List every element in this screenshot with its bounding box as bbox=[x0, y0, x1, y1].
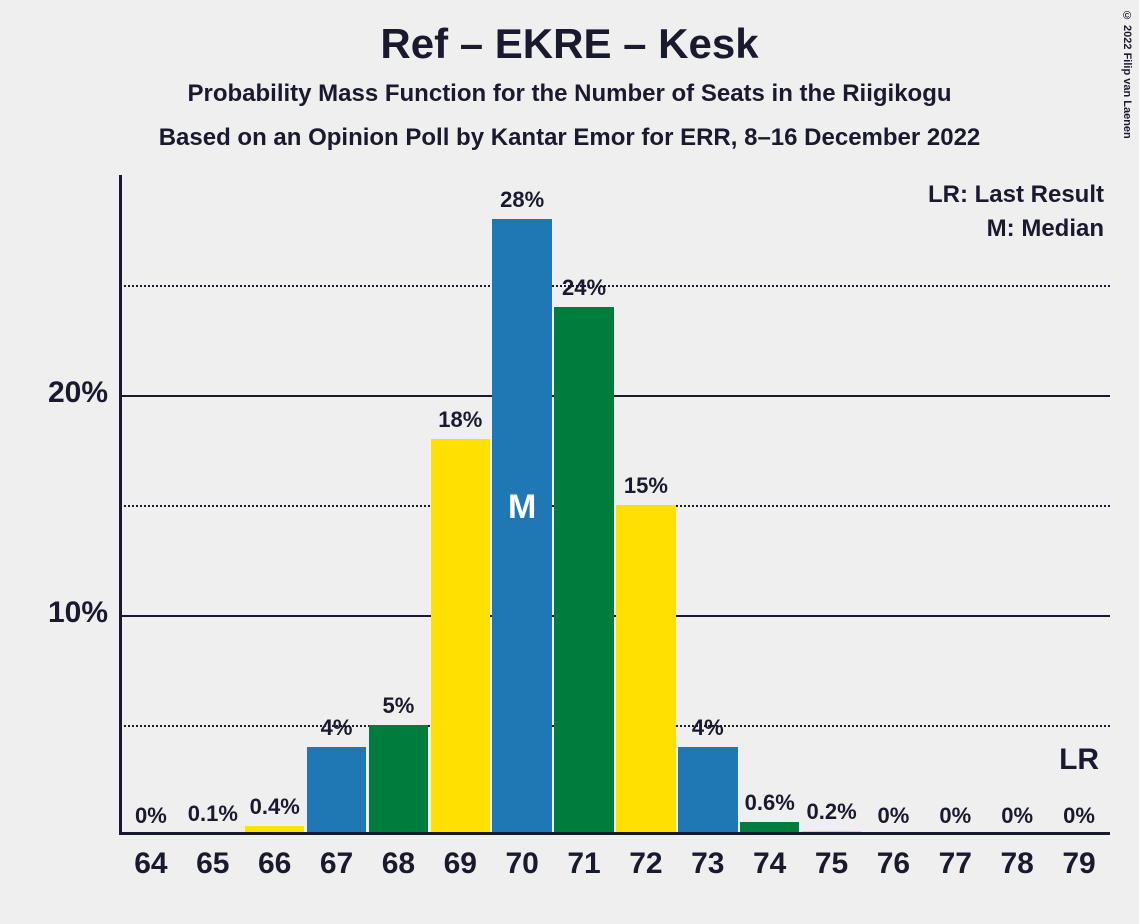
x-tick-label: 76 bbox=[863, 847, 925, 881]
chart-subtitle-1: Probability Mass Function for the Number… bbox=[0, 80, 1139, 108]
y-tick-label: 10% bbox=[18, 596, 108, 630]
x-tick-label: 69 bbox=[429, 847, 491, 881]
chart-subtitle-2: Based on an Opinion Poll by Kantar Emor … bbox=[0, 124, 1139, 152]
pmf-bar-chart: 10%20%0%640.1%650.4%664%675%6818%6928%70… bbox=[120, 175, 1110, 835]
gridline-major bbox=[120, 615, 1110, 617]
x-tick-label: 78 bbox=[986, 847, 1048, 881]
bar bbox=[492, 219, 551, 835]
x-tick-label: 74 bbox=[739, 847, 801, 881]
x-tick-label: 64 bbox=[120, 847, 182, 881]
x-tick-label: 75 bbox=[801, 847, 863, 881]
bar bbox=[369, 725, 428, 835]
x-tick-label: 68 bbox=[368, 847, 430, 881]
bar-value-label: 0% bbox=[1042, 803, 1116, 829]
bar bbox=[678, 747, 737, 835]
legend-median: M: Median bbox=[987, 215, 1104, 243]
gridline-minor bbox=[120, 505, 1110, 507]
legend-lr: LR: Last Result bbox=[928, 181, 1104, 209]
bar-value-label: 5% bbox=[362, 693, 436, 719]
x-tick-label: 73 bbox=[677, 847, 739, 881]
x-axis bbox=[119, 832, 1110, 835]
bar bbox=[616, 505, 675, 835]
gridline-minor bbox=[120, 725, 1110, 727]
median-marker: M bbox=[491, 488, 553, 527]
bar-value-label: 0.4% bbox=[238, 794, 312, 820]
bar bbox=[431, 439, 490, 835]
x-tick-label: 79 bbox=[1048, 847, 1110, 881]
bar-value-label: 28% bbox=[485, 187, 559, 213]
x-tick-label: 70 bbox=[491, 847, 553, 881]
bar-value-label: 15% bbox=[609, 473, 683, 499]
x-tick-label: 72 bbox=[615, 847, 677, 881]
x-tick-label: 77 bbox=[924, 847, 986, 881]
y-tick-label: 20% bbox=[18, 376, 108, 410]
y-axis bbox=[119, 175, 122, 835]
bar bbox=[554, 307, 613, 835]
x-tick-label: 65 bbox=[182, 847, 244, 881]
copyright-text: © 2022 Filip van Laenen bbox=[1121, 10, 1133, 139]
chart-title: Ref – EKRE – Kesk bbox=[0, 0, 1139, 68]
x-tick-label: 71 bbox=[553, 847, 615, 881]
bar-value-label: 24% bbox=[547, 275, 621, 301]
last-result-marker: LR bbox=[1048, 743, 1110, 775]
x-tick-label: 67 bbox=[306, 847, 368, 881]
bar-value-label: 4% bbox=[671, 715, 745, 741]
bar-value-label: 18% bbox=[423, 407, 497, 433]
gridline-major bbox=[120, 395, 1110, 397]
bar bbox=[307, 747, 366, 835]
x-tick-label: 66 bbox=[244, 847, 306, 881]
